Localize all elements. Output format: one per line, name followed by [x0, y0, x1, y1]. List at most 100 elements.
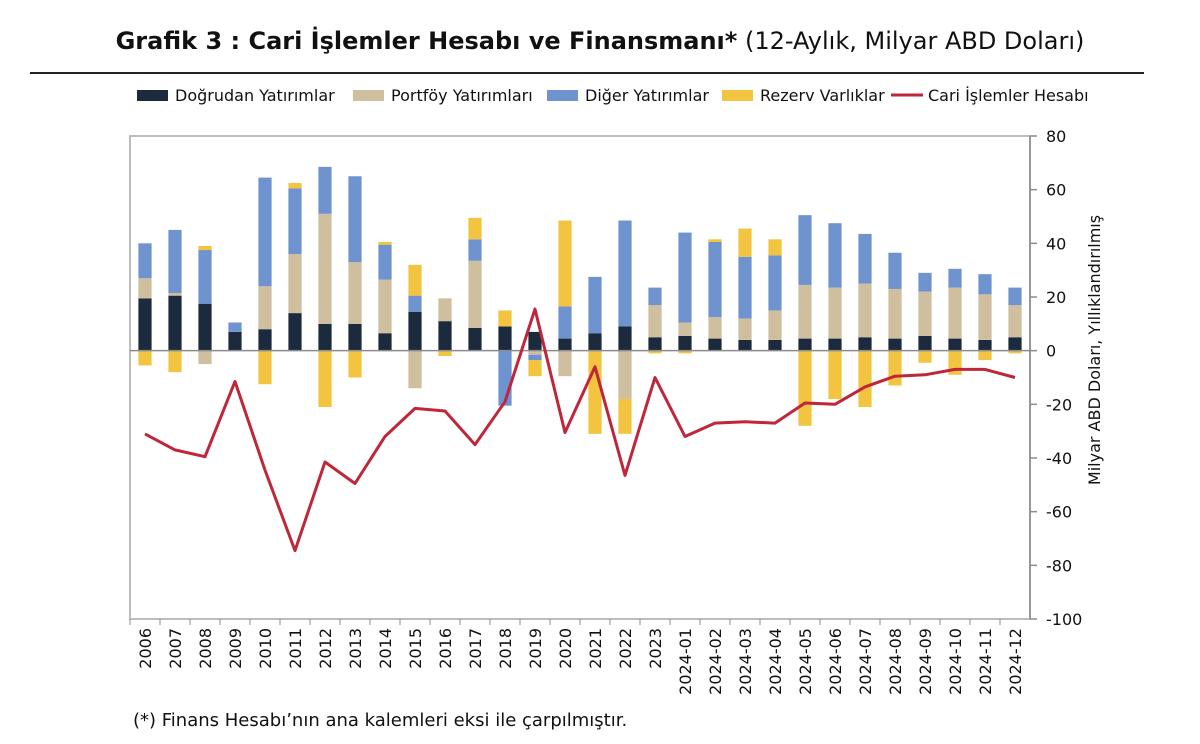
bar-do-rudan-yat-r-mlar-2024-06 — [828, 338, 842, 351]
bar-di-er-yat-r-mlar-2012 — [318, 166, 332, 214]
bar-do-rudan-yat-r-mlar-2009 — [228, 331, 242, 351]
bar-do-rudan-yat-r-mlar-2008 — [198, 303, 212, 351]
x-tick-label: 2024-05 — [796, 628, 815, 695]
bar-di-er-yat-r-mlar-2020 — [558, 306, 572, 339]
bar-rezerv-varl-klar-2024-09 — [918, 350, 932, 363]
legend-label: Cari İşlemler Hesabı — [928, 86, 1089, 105]
bar-do-rudan-yat-r-mlar-2018 — [498, 326, 512, 351]
bar-portf-y-yat-r-mlar--2008 — [198, 350, 212, 365]
bar-portf-y-yat-r-mlar--2015 — [408, 350, 422, 389]
bar-portf-y-yat-r-mlar--2024-02 — [708, 317, 722, 339]
bar-di-er-yat-r-mlar-2024-01 — [678, 232, 692, 323]
bar-di-er-yat-r-mlar-2008 — [198, 250, 212, 304]
x-tick-label: 2007 — [166, 628, 185, 669]
bar-portf-y-yat-r-mlar--2014 — [378, 279, 392, 334]
bar-do-rudan-yat-r-mlar-2024-11 — [978, 339, 992, 351]
bar-rezerv-varl-klar-2021 — [588, 350, 602, 434]
bar-di-er-yat-r-mlar-2024-12 — [1008, 287, 1022, 306]
bar-portf-y-yat-r-mlar--2013 — [348, 262, 362, 324]
bar-rezerv-varl-klar-2024-01 — [678, 350, 692, 354]
bar-di-er-yat-r-mlar-2024-11 — [978, 274, 992, 295]
x-tick-label: 2024-03 — [736, 628, 755, 695]
bar-do-rudan-yat-r-mlar-2024-03 — [738, 339, 752, 351]
bar-di-er-yat-r-mlar-2023 — [648, 287, 662, 306]
bar-di-er-yat-r-mlar-2010 — [258, 177, 272, 287]
bar-portf-y-yat-r-mlar--2024-01 — [678, 322, 692, 336]
legend-label: Diğer Yatırımlar — [585, 86, 709, 105]
y-tick-label: 60 — [1046, 181, 1066, 200]
bar-di-er-yat-r-mlar-2022 — [618, 220, 632, 327]
y-tick-label: 20 — [1046, 288, 1066, 307]
title-divider — [30, 72, 1144, 74]
bar-di-er-yat-r-mlar-2024-07 — [858, 233, 872, 284]
bar-rezerv-varl-klar-2022 — [618, 398, 632, 434]
bar-portf-y-yat-r-mlar--2024-08 — [888, 288, 902, 339]
y-tick-label: 40 — [1046, 234, 1066, 253]
bar-do-rudan-yat-r-mlar-2012 — [318, 323, 332, 351]
x-tick-label: 2024-06 — [826, 628, 845, 695]
y-tick-label: -20 — [1046, 395, 1072, 414]
bar-rezerv-varl-klar-2024-06 — [828, 350, 842, 399]
x-tick-label: 2023 — [646, 628, 665, 669]
bar-di-er-yat-r-mlar-2011 — [288, 188, 302, 255]
bar-di-er-yat-r-mlar-2017 — [468, 239, 482, 261]
bar-di-er-yat-r-mlar-2009 — [228, 322, 242, 332]
x-tick-label: 2024-11 — [976, 628, 995, 695]
bar-di-er-yat-r-mlar-2015 — [408, 295, 422, 312]
bar-rezerv-varl-klar-2018 — [498, 310, 512, 327]
bar-do-rudan-yat-r-mlar-2011 — [288, 313, 302, 351]
x-tick-label: 2014 — [376, 628, 395, 669]
y-axis: 80 60 40 20 0 -20 -40 -60 -80 -100 — [1029, 127, 1082, 629]
x-tick-label: 2024-09 — [916, 628, 935, 695]
x-tick-label: 2024-04 — [766, 628, 785, 695]
bar-portf-y-yat-r-mlar--2024-05 — [798, 284, 812, 339]
bar-portf-y-yat-r-mlar--2011 — [288, 254, 302, 314]
x-tick-label: 2017 — [466, 628, 485, 669]
y-tick-label: 0 — [1046, 342, 1056, 361]
bar-do-rudan-yat-r-mlar-2017 — [468, 327, 482, 351]
y-tick-label: -100 — [1046, 610, 1082, 629]
bar-rezerv-varl-klar-2024-02 — [708, 239, 722, 242]
bar-rezerv-varl-klar-2024-11 — [978, 350, 992, 361]
bar-di-er-yat-r-mlar-2024-03 — [738, 256, 752, 319]
bar-do-rudan-yat-r-mlar-2013 — [348, 323, 362, 351]
bar-di-er-yat-r-mlar-2024-06 — [828, 223, 842, 288]
bar-do-rudan-yat-r-mlar-2024-12 — [1008, 337, 1022, 351]
bar-do-rudan-yat-r-mlar-2022 — [618, 326, 632, 351]
bar-do-rudan-yat-r-mlar-2015 — [408, 311, 422, 351]
y-tick-label: -40 — [1046, 449, 1072, 468]
x-tick-label: 2024-02 — [706, 628, 725, 695]
bar-rezerv-varl-klar-2024-05 — [798, 350, 812, 426]
bar-do-rudan-yat-r-mlar-2019 — [528, 331, 542, 351]
bars-layer — [138, 166, 1022, 434]
bar-di-er-yat-r-mlar-2024-02 — [708, 241, 722, 318]
bar-di-er-yat-r-mlar-2006 — [138, 243, 152, 279]
bar-do-rudan-yat-r-mlar-2024-04 — [768, 339, 782, 351]
line-layer — [144, 307, 1016, 553]
legend: Doğrudan Yatırımlar Portföy Yatırımları Di… — [137, 86, 1089, 105]
x-tick-label: 2022 — [616, 628, 635, 669]
bar-do-rudan-yat-r-mlar-2014 — [378, 333, 392, 351]
bar-do-rudan-yat-r-mlar-2024-05 — [798, 338, 812, 351]
bar-di-er-yat-r-mlar-2021 — [588, 276, 602, 334]
legend-swatch — [722, 90, 753, 101]
x-tick-label: 2020 — [556, 628, 575, 669]
legend-swatch — [547, 90, 578, 101]
bar-portf-y-yat-r-mlar--2024-06 — [828, 287, 842, 339]
bar-rezerv-varl-klar-2020 — [558, 220, 572, 307]
line-cari-islemler-hesabi — [144, 307, 1016, 553]
bar-do-rudan-yat-r-mlar-2024-01 — [678, 335, 692, 351]
bar-do-rudan-yat-r-mlar-2010 — [258, 329, 272, 351]
bar-rezerv-varl-klar-2007 — [168, 350, 182, 373]
bar-portf-y-yat-r-mlar--2007 — [168, 292, 182, 296]
bar-rezerv-varl-klar-2023 — [648, 350, 662, 354]
bar-portf-y-yat-r-mlar--2019 — [528, 350, 542, 355]
x-axis: 2006 2007 2008 2009 2010 2011 2012 2013 2014 2015… — [129, 619, 1025, 695]
bar-rezerv-varl-klar-2011 — [288, 182, 302, 189]
x-tick-label: 2024-01 — [676, 628, 695, 695]
x-tick-label: 2009 — [226, 628, 245, 669]
bar-do-rudan-yat-r-mlar-2020 — [558, 338, 572, 351]
bar-di-er-yat-r-mlar-2024-08 — [888, 252, 902, 289]
bar-portf-y-yat-r-mlar--2020 — [558, 350, 572, 377]
